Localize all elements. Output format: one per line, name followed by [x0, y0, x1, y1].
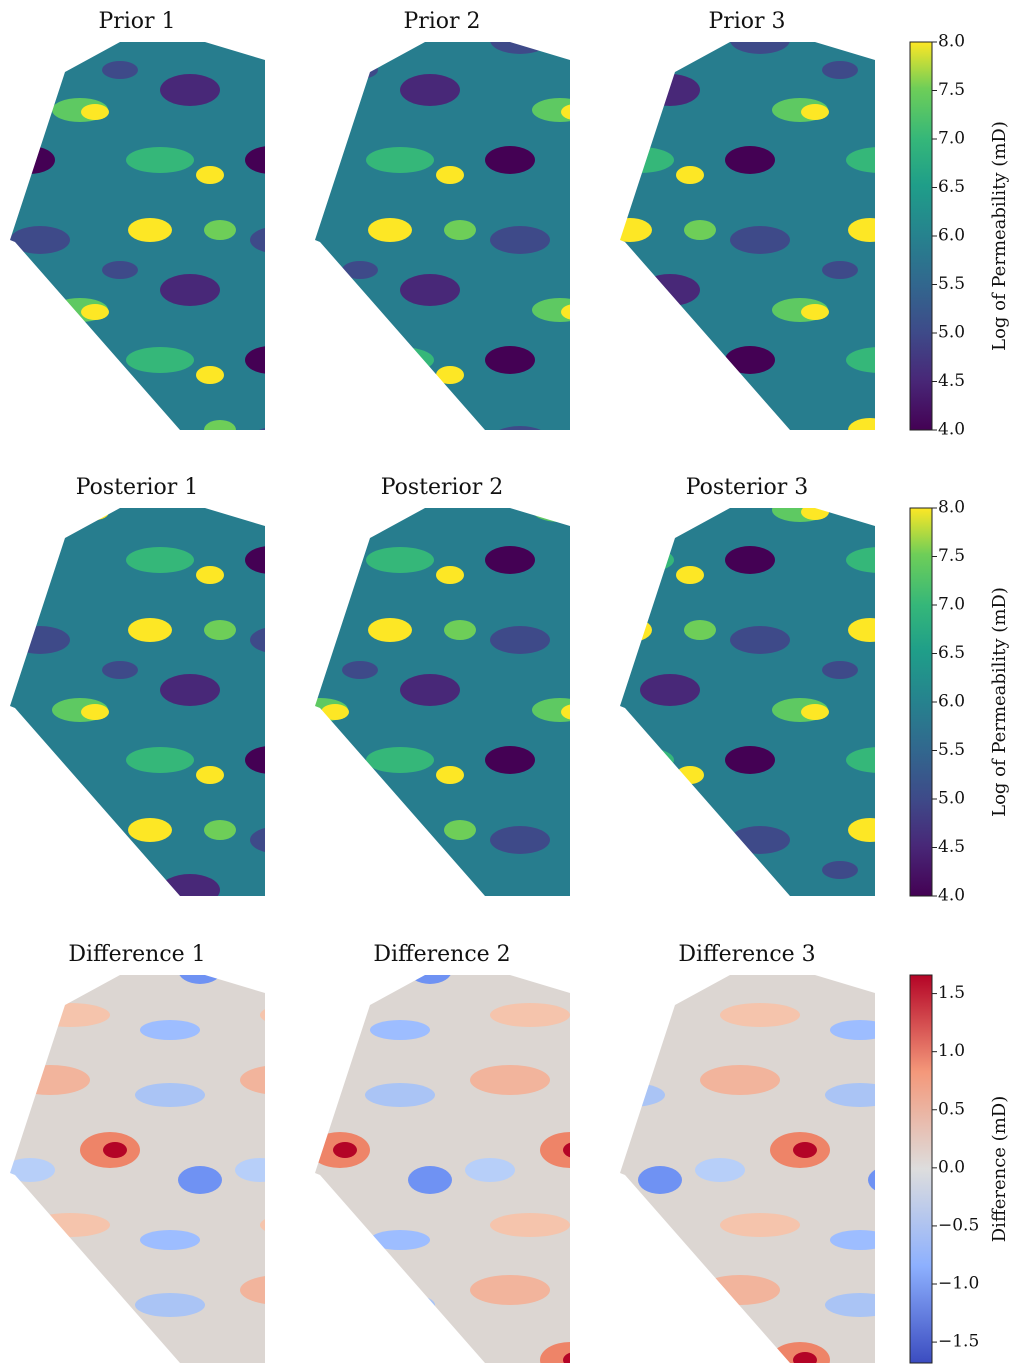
colorbar-tick-label: −1.0 — [938, 1274, 979, 1294]
colorbar-tick-label: 6.0 — [938, 226, 965, 246]
colorbar-tick-label: 6.5 — [938, 643, 965, 663]
panel-title: Difference 3 — [678, 942, 815, 967]
colorbar-tick-label: 7.0 — [938, 595, 965, 615]
field-panel — [10, 508, 265, 896]
colorbar-tick-label: 5.0 — [938, 789, 965, 809]
field-panel — [620, 975, 875, 1363]
colorbar-label: Difference (mD) — [989, 1096, 1010, 1242]
colorbar-tick-label: 5.5 — [938, 274, 965, 294]
colorbar-tick-label: 4.5 — [938, 371, 965, 391]
colorbar-label: Log of Permeability (mD) — [989, 587, 1010, 817]
colorbar — [909, 974, 933, 1364]
colorbar-tick-label: 7.5 — [938, 546, 965, 566]
colorbar-tick-label: 5.0 — [938, 323, 965, 343]
field-panel — [620, 42, 875, 430]
colorbar-tick-label: 8.0 — [938, 32, 965, 52]
colorbar-tick-label: 4.0 — [938, 886, 965, 906]
colorbar-label: Log of Permeability (mD) — [989, 121, 1010, 351]
panel-title: Prior 3 — [708, 9, 785, 34]
field-panel — [315, 975, 570, 1363]
panel-title: Posterior 3 — [686, 475, 809, 500]
colorbar-tick-label: 8.0 — [938, 498, 965, 518]
field-panel — [10, 975, 265, 1363]
colorbar-tick-label: 6.5 — [938, 177, 965, 197]
field-panel — [315, 508, 570, 896]
field-panel — [315, 42, 570, 430]
colorbar-tick-label: 0.5 — [938, 1099, 965, 1119]
field-panel — [620, 508, 875, 896]
colorbar-tick-label: 4.5 — [938, 837, 965, 857]
panel-title: Posterior 2 — [381, 475, 504, 500]
panel-title: Posterior 1 — [76, 475, 199, 500]
colorbar-tick-label: 6.0 — [938, 692, 965, 712]
colorbar-tick-label: 0.0 — [938, 1157, 965, 1177]
panel-title: Prior 2 — [403, 9, 480, 34]
colorbar-tick-label: 1.5 — [938, 983, 965, 1003]
colorbar-tick-label: −0.5 — [938, 1215, 979, 1235]
panel-title: Difference 2 — [373, 942, 510, 967]
panel-title: Prior 1 — [98, 9, 175, 34]
colorbar-tick-label: 4.0 — [938, 420, 965, 440]
panel-title: Difference 1 — [68, 942, 205, 967]
colorbar-tick-label: 5.5 — [938, 740, 965, 760]
colorbar — [909, 41, 933, 431]
colorbar — [909, 507, 933, 897]
colorbar-tick-label: 7.5 — [938, 80, 965, 100]
colorbar-tick-label: −1.5 — [938, 1332, 979, 1352]
colorbar-tick-label: 7.0 — [938, 129, 965, 149]
field-panel — [10, 42, 265, 430]
colorbar-tick-label: 1.0 — [938, 1041, 965, 1061]
